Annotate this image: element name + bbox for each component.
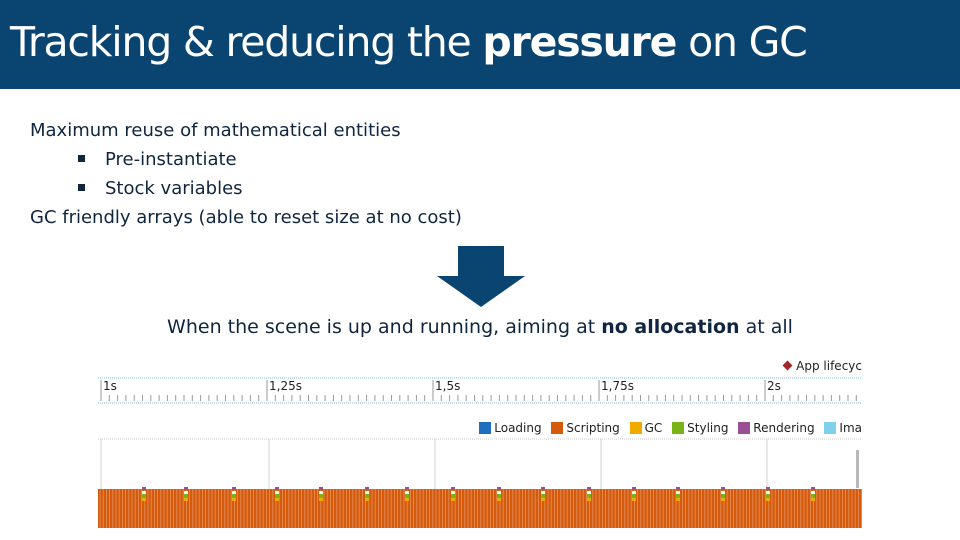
frame-spike xyxy=(587,498,591,501)
tick-label: 1,75s xyxy=(601,379,634,393)
frame-spike xyxy=(632,498,636,501)
title-bar: Tracking & reducing the pressure on GC xyxy=(0,0,960,89)
legend-image[interactable]: Ima xyxy=(824,421,862,435)
frame-spike xyxy=(365,487,369,490)
frame-spike xyxy=(365,494,369,498)
frame-spike xyxy=(676,487,680,490)
frame-spike xyxy=(451,498,455,501)
performance-timeline[interactable]: App lifecyc 1s 1,25s 1,5s 1,75s 2s Loadi… xyxy=(98,351,862,528)
frame-spike xyxy=(721,498,725,501)
legend-gc[interactable]: GC xyxy=(629,421,662,435)
scripting-swatch-icon xyxy=(551,421,564,434)
frame-spike xyxy=(275,487,279,490)
frame-spike xyxy=(497,498,501,501)
frame-spike xyxy=(676,494,680,498)
frame-spike xyxy=(811,494,815,498)
frame-spike xyxy=(766,491,770,494)
frame-spike xyxy=(766,498,770,501)
frame-spike xyxy=(541,487,545,490)
category-legend: Loading Scripting GC Styling Rendering I… xyxy=(473,421,862,435)
tick-label: 2s xyxy=(767,379,781,393)
frame-spike xyxy=(405,498,409,501)
caption: When the scene is up and running, aiming… xyxy=(167,316,793,338)
frame-spike xyxy=(232,491,236,494)
frame-spike xyxy=(184,491,188,494)
frame-spike xyxy=(721,487,725,490)
frame-spike xyxy=(766,487,770,490)
frame-spike xyxy=(497,491,501,494)
frame-spike xyxy=(632,494,636,498)
legend-loading[interactable]: Loading xyxy=(479,421,542,435)
down-arrow-icon xyxy=(437,246,525,307)
tick-label: 1s xyxy=(103,379,117,393)
frame-spike xyxy=(451,494,455,498)
frame-spike xyxy=(811,487,815,490)
timeline-canvas xyxy=(98,377,862,528)
frame-spike xyxy=(319,494,323,498)
slide-title: Tracking & reducing the pressure on GC xyxy=(10,18,808,66)
styling-swatch-icon xyxy=(672,421,685,434)
frame-spike xyxy=(405,487,409,490)
frame-spike xyxy=(319,487,323,490)
frame-spike xyxy=(587,491,591,494)
square-bullet-icon xyxy=(78,154,85,162)
frame-spike xyxy=(275,498,279,501)
frame-spike xyxy=(319,498,323,501)
frame-spike xyxy=(232,498,236,501)
frame-spike xyxy=(811,491,815,494)
frame-spike xyxy=(142,487,146,490)
frame-spike xyxy=(142,491,146,494)
legend-scripting[interactable]: Scripting xyxy=(551,421,620,435)
frame-spike xyxy=(365,498,369,501)
sub-bullet-stock-variables: Stock variables xyxy=(78,178,243,199)
rendering-swatch-icon xyxy=(738,421,751,434)
frame-spike xyxy=(405,494,409,498)
frame-spike xyxy=(497,494,501,498)
legend-rendering[interactable]: Rendering xyxy=(738,421,815,435)
tick-label: 1,5s xyxy=(435,379,461,393)
frame-spike xyxy=(587,487,591,490)
gc-swatch-icon xyxy=(629,421,642,434)
frame-spike xyxy=(676,491,680,494)
frame-spike xyxy=(184,487,188,490)
tick-label: 1,25s xyxy=(269,379,302,393)
frame-spike xyxy=(541,498,545,501)
frame-spike xyxy=(541,494,545,498)
bullet-reuse: Maximum reuse of mathematical entities xyxy=(30,120,401,141)
frame-spike xyxy=(721,494,725,498)
frame-spike xyxy=(632,487,636,490)
frame-spike xyxy=(766,494,770,498)
frame-spike xyxy=(142,494,146,498)
image-swatch-icon xyxy=(824,421,837,434)
frame-spike xyxy=(184,494,188,498)
frame-spike xyxy=(721,491,725,494)
loading-swatch-icon xyxy=(479,421,492,434)
frame-spike xyxy=(405,491,409,494)
frame-spike xyxy=(676,498,680,501)
legend-styling[interactable]: Styling xyxy=(672,421,728,435)
frame-spike xyxy=(365,491,369,494)
frame-spike xyxy=(451,487,455,490)
frame-spike xyxy=(451,491,455,494)
frame-spike xyxy=(232,487,236,490)
scripting-band xyxy=(98,489,862,528)
frame-spike xyxy=(587,494,591,498)
frame-spike xyxy=(497,487,501,490)
frame-spike xyxy=(184,498,188,501)
frame-spike xyxy=(232,494,236,498)
frame-spike xyxy=(275,494,279,498)
frame-spike xyxy=(811,498,815,501)
frame-spike xyxy=(541,491,545,494)
bullet-gc-arrays: GC friendly arrays (able to reset size a… xyxy=(30,207,462,228)
frame-spike xyxy=(632,491,636,494)
frame-spike xyxy=(142,498,146,501)
frame-spike xyxy=(319,491,323,494)
sub-bullet-preinstantiate: Pre-instantiate xyxy=(78,149,237,170)
square-bullet-icon xyxy=(78,183,85,191)
frame-spike xyxy=(275,491,279,494)
app-lifecycle-marker: App lifecyc xyxy=(782,359,862,373)
